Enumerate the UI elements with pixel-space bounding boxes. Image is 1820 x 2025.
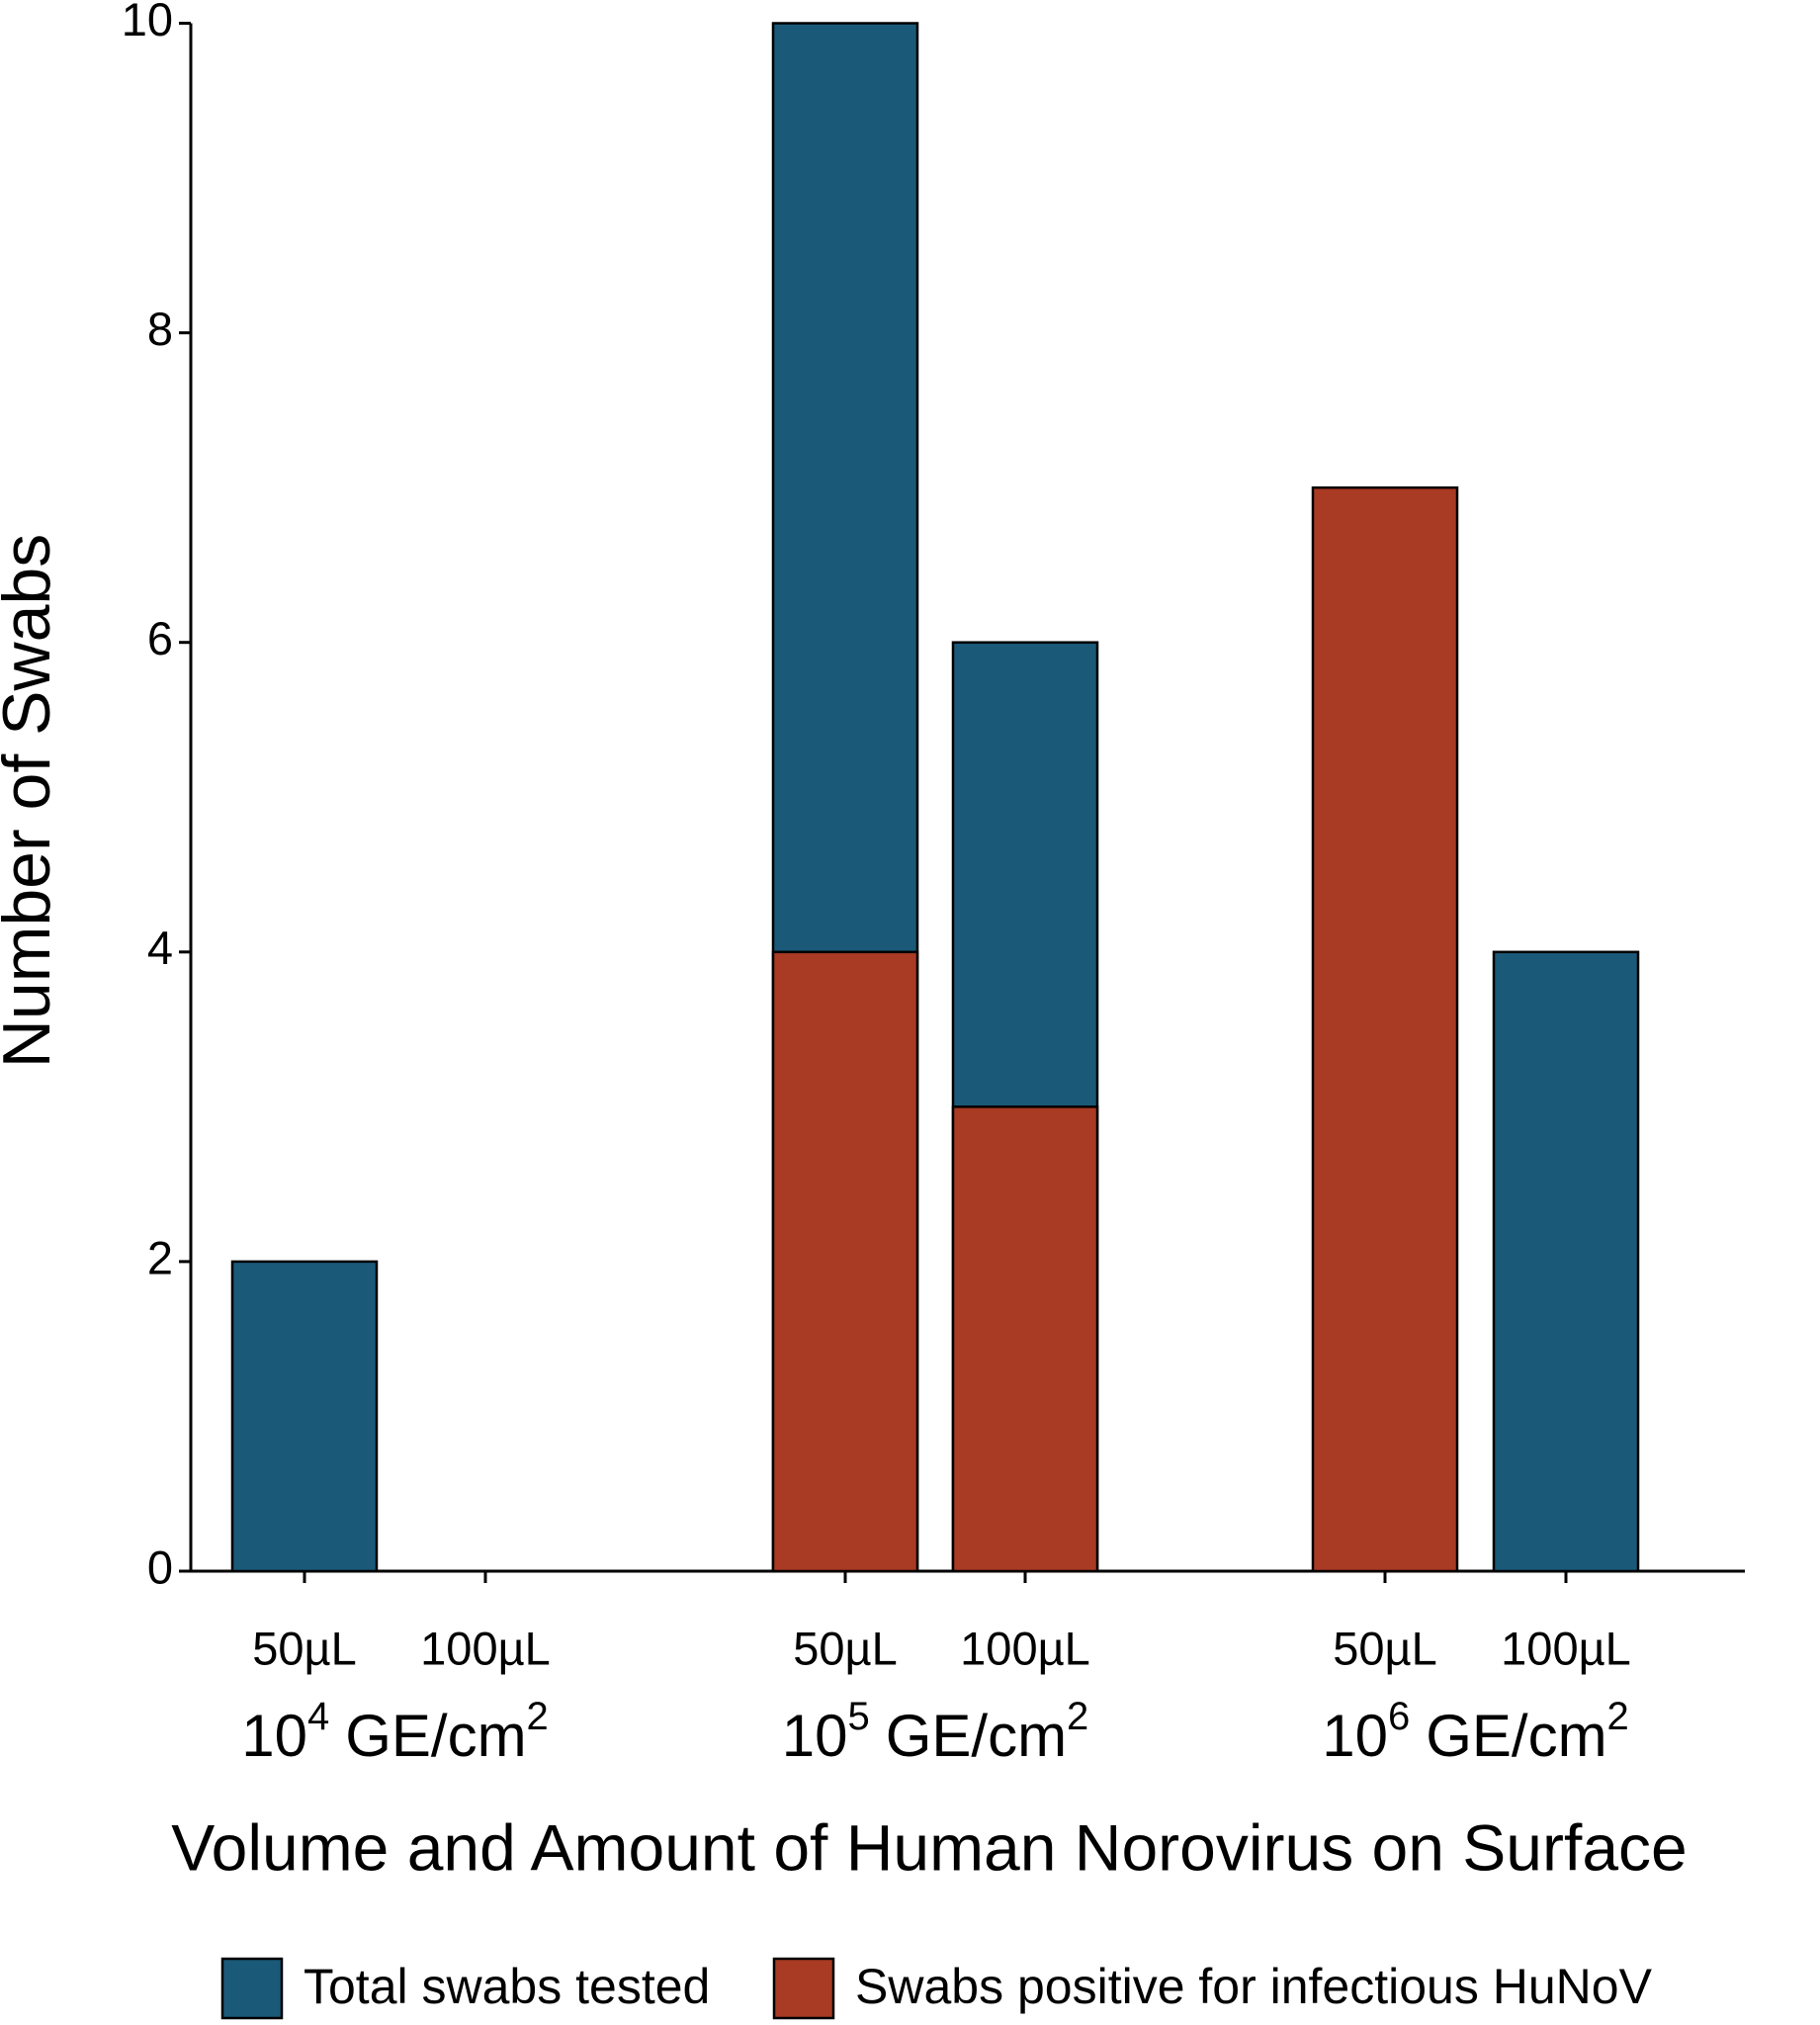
group-label-exponent: 4 <box>307 1695 329 1738</box>
group-label-exponent: 5 <box>847 1695 869 1738</box>
legend-label: Swabs positive for infectious HuNoV <box>855 1959 1653 2014</box>
y-tick-label: 0 <box>147 1541 173 1593</box>
y-tick-label: 8 <box>147 303 173 355</box>
group-label-text: GE/cm <box>1426 1703 1606 1769</box>
legend-swatch <box>220 1957 284 2020</box>
group-label-exponent: 2 <box>1607 1695 1629 1738</box>
legend-swatch <box>772 1957 835 2020</box>
bar <box>230 1260 379 1573</box>
x-tick-label: 100µL <box>420 1622 551 1674</box>
group-label-text: 10 <box>1322 1703 1388 1769</box>
group-label: 104 GE/cm2 <box>241 1695 549 1769</box>
x-axis-label: Volume and Amount of Human Norovirus on … <box>171 1810 1688 1884</box>
bar <box>1311 485 1459 1573</box>
group-label-text: GE/cm <box>886 1703 1067 1769</box>
x-tick-label: 50µL <box>252 1622 357 1674</box>
x-tick-label: 50µL <box>793 1622 898 1674</box>
legend-label: Total swabs tested <box>303 1959 710 2014</box>
y-tick-label: 2 <box>147 1231 173 1283</box>
group-label-text: 10 <box>241 1703 307 1769</box>
group-label-exponent: 2 <box>527 1695 549 1738</box>
group-label-text: 10 <box>782 1703 848 1769</box>
y-tick-label: 6 <box>147 612 173 664</box>
bar <box>771 950 919 1573</box>
group-label: 106 GE/cm2 <box>1322 1695 1629 1769</box>
bar <box>1492 950 1640 1573</box>
y-tick-label: 4 <box>147 922 173 974</box>
bar <box>951 1105 1099 1573</box>
x-tick-label: 50µL <box>1333 1622 1437 1674</box>
group-label: 105 GE/cm2 <box>782 1695 1089 1769</box>
group-label-text: GE/cm <box>345 1703 526 1769</box>
x-tick-label: 100µL <box>1501 1622 1631 1674</box>
group-label-exponent: 2 <box>1067 1695 1088 1738</box>
y-axis-label: Number of Swabs <box>0 534 64 1068</box>
x-tick-label: 100µL <box>960 1622 1090 1674</box>
y-tick-label: 10 <box>122 0 173 45</box>
group-label-exponent: 6 <box>1388 1695 1410 1738</box>
